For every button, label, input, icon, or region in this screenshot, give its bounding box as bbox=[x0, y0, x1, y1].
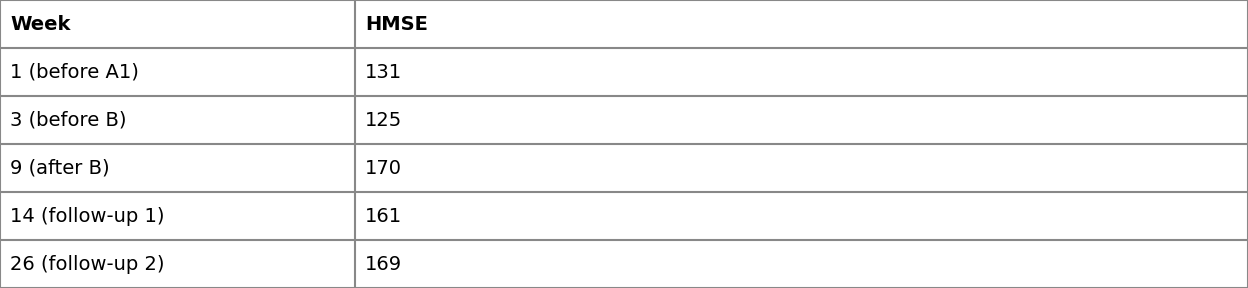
Text: 170: 170 bbox=[364, 158, 402, 177]
Text: 161: 161 bbox=[364, 206, 402, 226]
Text: 169: 169 bbox=[364, 255, 402, 274]
Text: 131: 131 bbox=[364, 62, 402, 82]
Text: Week: Week bbox=[10, 14, 70, 33]
Text: 14 (follow-up 1): 14 (follow-up 1) bbox=[10, 206, 165, 226]
Text: 1 (before A1): 1 (before A1) bbox=[10, 62, 139, 82]
Text: 125: 125 bbox=[364, 111, 402, 130]
Text: 9 (after B): 9 (after B) bbox=[10, 158, 110, 177]
Text: 26 (follow-up 2): 26 (follow-up 2) bbox=[10, 255, 165, 274]
Text: HMSE: HMSE bbox=[364, 14, 428, 33]
Text: 3 (before B): 3 (before B) bbox=[10, 111, 126, 130]
